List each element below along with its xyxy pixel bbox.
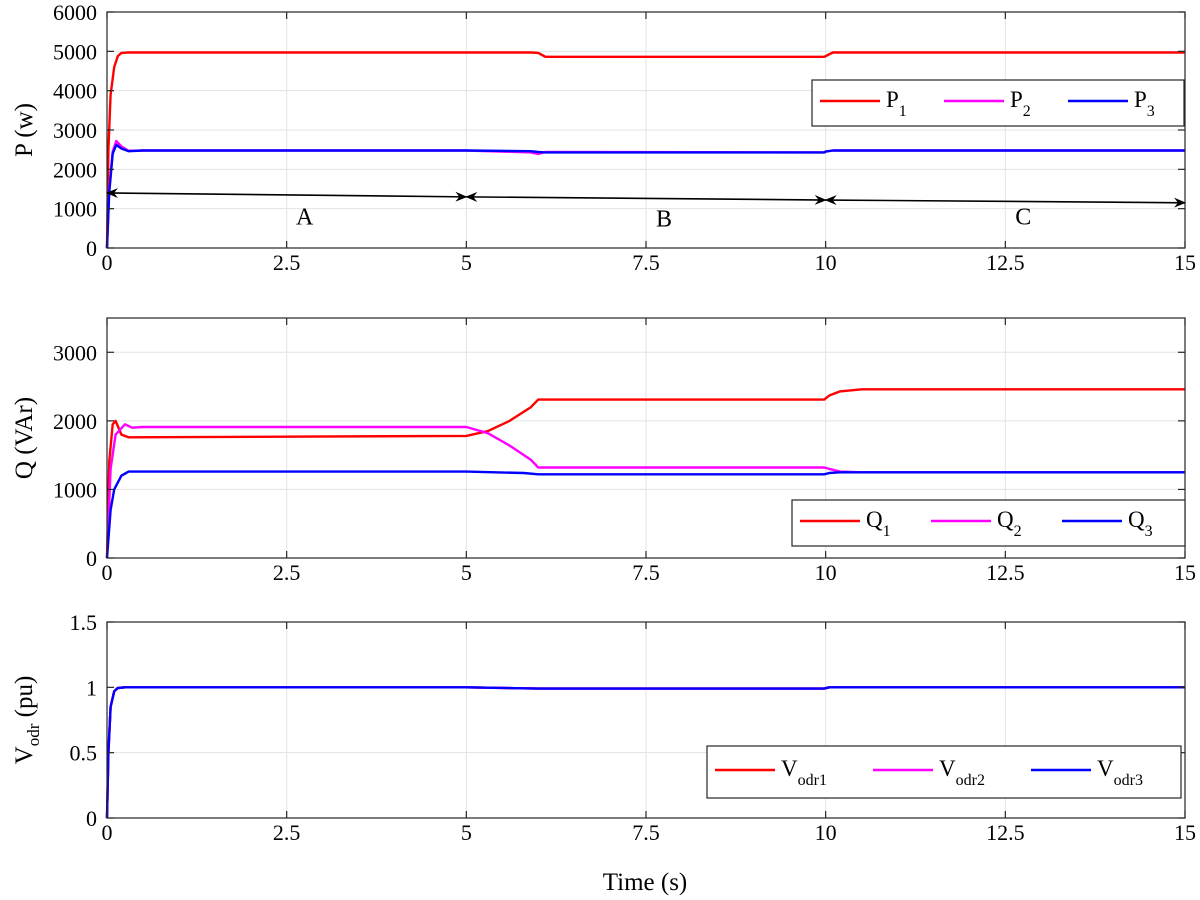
y-tick-label: 0: [86, 546, 97, 571]
legend-box: [811, 79, 1185, 127]
x-tick-label: 7.5: [632, 560, 660, 585]
series-line-vodr3: [105, 686, 1185, 819]
y-axis-label-V: Vodr (pu): [11, 676, 43, 765]
series-line-q3: [105, 470, 1185, 559]
y-tick-label: 2000: [53, 409, 97, 434]
x-tick-label: 10: [815, 820, 837, 845]
x-tick-label: 0: [102, 560, 113, 585]
y-tick-label: 1000: [53, 477, 97, 502]
legend-entry: Vodr3: [1097, 756, 1143, 789]
series-line-q2: [105, 423, 1185, 559]
x-tick-label: 15: [1174, 820, 1196, 845]
x-tick-label: 12.5: [986, 560, 1025, 585]
x-tick-label: 5: [461, 560, 472, 585]
region-arrow: [465, 191, 827, 205]
legend-entry: Q2: [997, 507, 1022, 540]
x-tick-label: 0: [102, 250, 113, 275]
y-tick-label: 3000: [53, 118, 97, 143]
legend-box: [706, 745, 1182, 799]
x-tick-label: 15: [1174, 250, 1196, 275]
y-tick-label: 3000: [53, 340, 97, 365]
x-tick-label: 2.5: [273, 250, 301, 275]
x-tick-label: 2.5: [273, 820, 301, 845]
region-label-a: A: [296, 204, 314, 230]
x-tick-label: 0: [102, 820, 113, 845]
y-tick-label: 2000: [53, 157, 97, 182]
y-tick-label: 0.5: [70, 741, 98, 766]
y-axis-label-Q: Q (VAr): [11, 397, 38, 479]
x-tick-label: 10: [815, 560, 837, 585]
y-tick-label: 1.5: [70, 610, 98, 635]
x-tick-label: 12.5: [986, 820, 1025, 845]
y-tick-label: 6000: [53, 0, 97, 25]
region-arrow: [824, 195, 1186, 208]
x-tick-label: 12.5: [986, 250, 1025, 275]
legend-entry: Q3: [1128, 507, 1153, 540]
legend-entry: P2: [1010, 87, 1031, 120]
x-axis-label: Time (s): [603, 869, 688, 896]
y-tick-label: 1: [86, 675, 97, 700]
legend-box: [791, 499, 1186, 547]
x-tick-label: 15: [1174, 560, 1196, 585]
legend-entry: Q1: [866, 507, 891, 540]
y-tick-label: 0: [86, 236, 97, 261]
region-label-b: B: [656, 206, 672, 232]
series-line-p3: [105, 143, 1185, 249]
x-tick-label: 5: [461, 820, 472, 845]
legend-V: Vodr1 Vodr2 Vodr3: [706, 745, 1182, 799]
y-axis-label-P: P (w): [11, 103, 38, 157]
legend-Q: Q1 Q2 Q3: [791, 499, 1186, 547]
region-label-c: C: [1015, 204, 1031, 230]
x-tick-label: 7.5: [632, 250, 660, 275]
panel-Q: 0 2.5 5 7.5 10 12.5 15 0 1000 2000 3000 Q (VAr) Q1 Q2…: [11, 317, 1196, 585]
series-line-q1: [105, 388, 1185, 559]
legend-entry: P3: [1134, 87, 1155, 120]
y-tick-label: 5000: [53, 39, 97, 64]
x-tick-label: 2.5: [273, 560, 301, 585]
y-tick-label: 4000: [53, 79, 97, 104]
x-tick-label: 7.5: [632, 820, 660, 845]
region-arrow: [106, 188, 468, 202]
legend-entry: Vodr2: [939, 756, 985, 789]
x-tick-label: 10: [815, 250, 837, 275]
legend-entry: Vodr1: [781, 756, 827, 789]
legend-entry: P1: [886, 87, 907, 120]
y-tick-label: 0: [86, 806, 97, 831]
legend-P: P1 P2 P3: [811, 79, 1185, 127]
y-tick-label: 1000: [53, 197, 97, 222]
panel-P: 0 2.5 5 7.5 10 12.5 15 0 1000 2000 3000 4000 5000 600…: [11, 0, 1196, 275]
series-line-p1: [105, 51, 1185, 249]
x-tick-label: 5: [461, 250, 472, 275]
